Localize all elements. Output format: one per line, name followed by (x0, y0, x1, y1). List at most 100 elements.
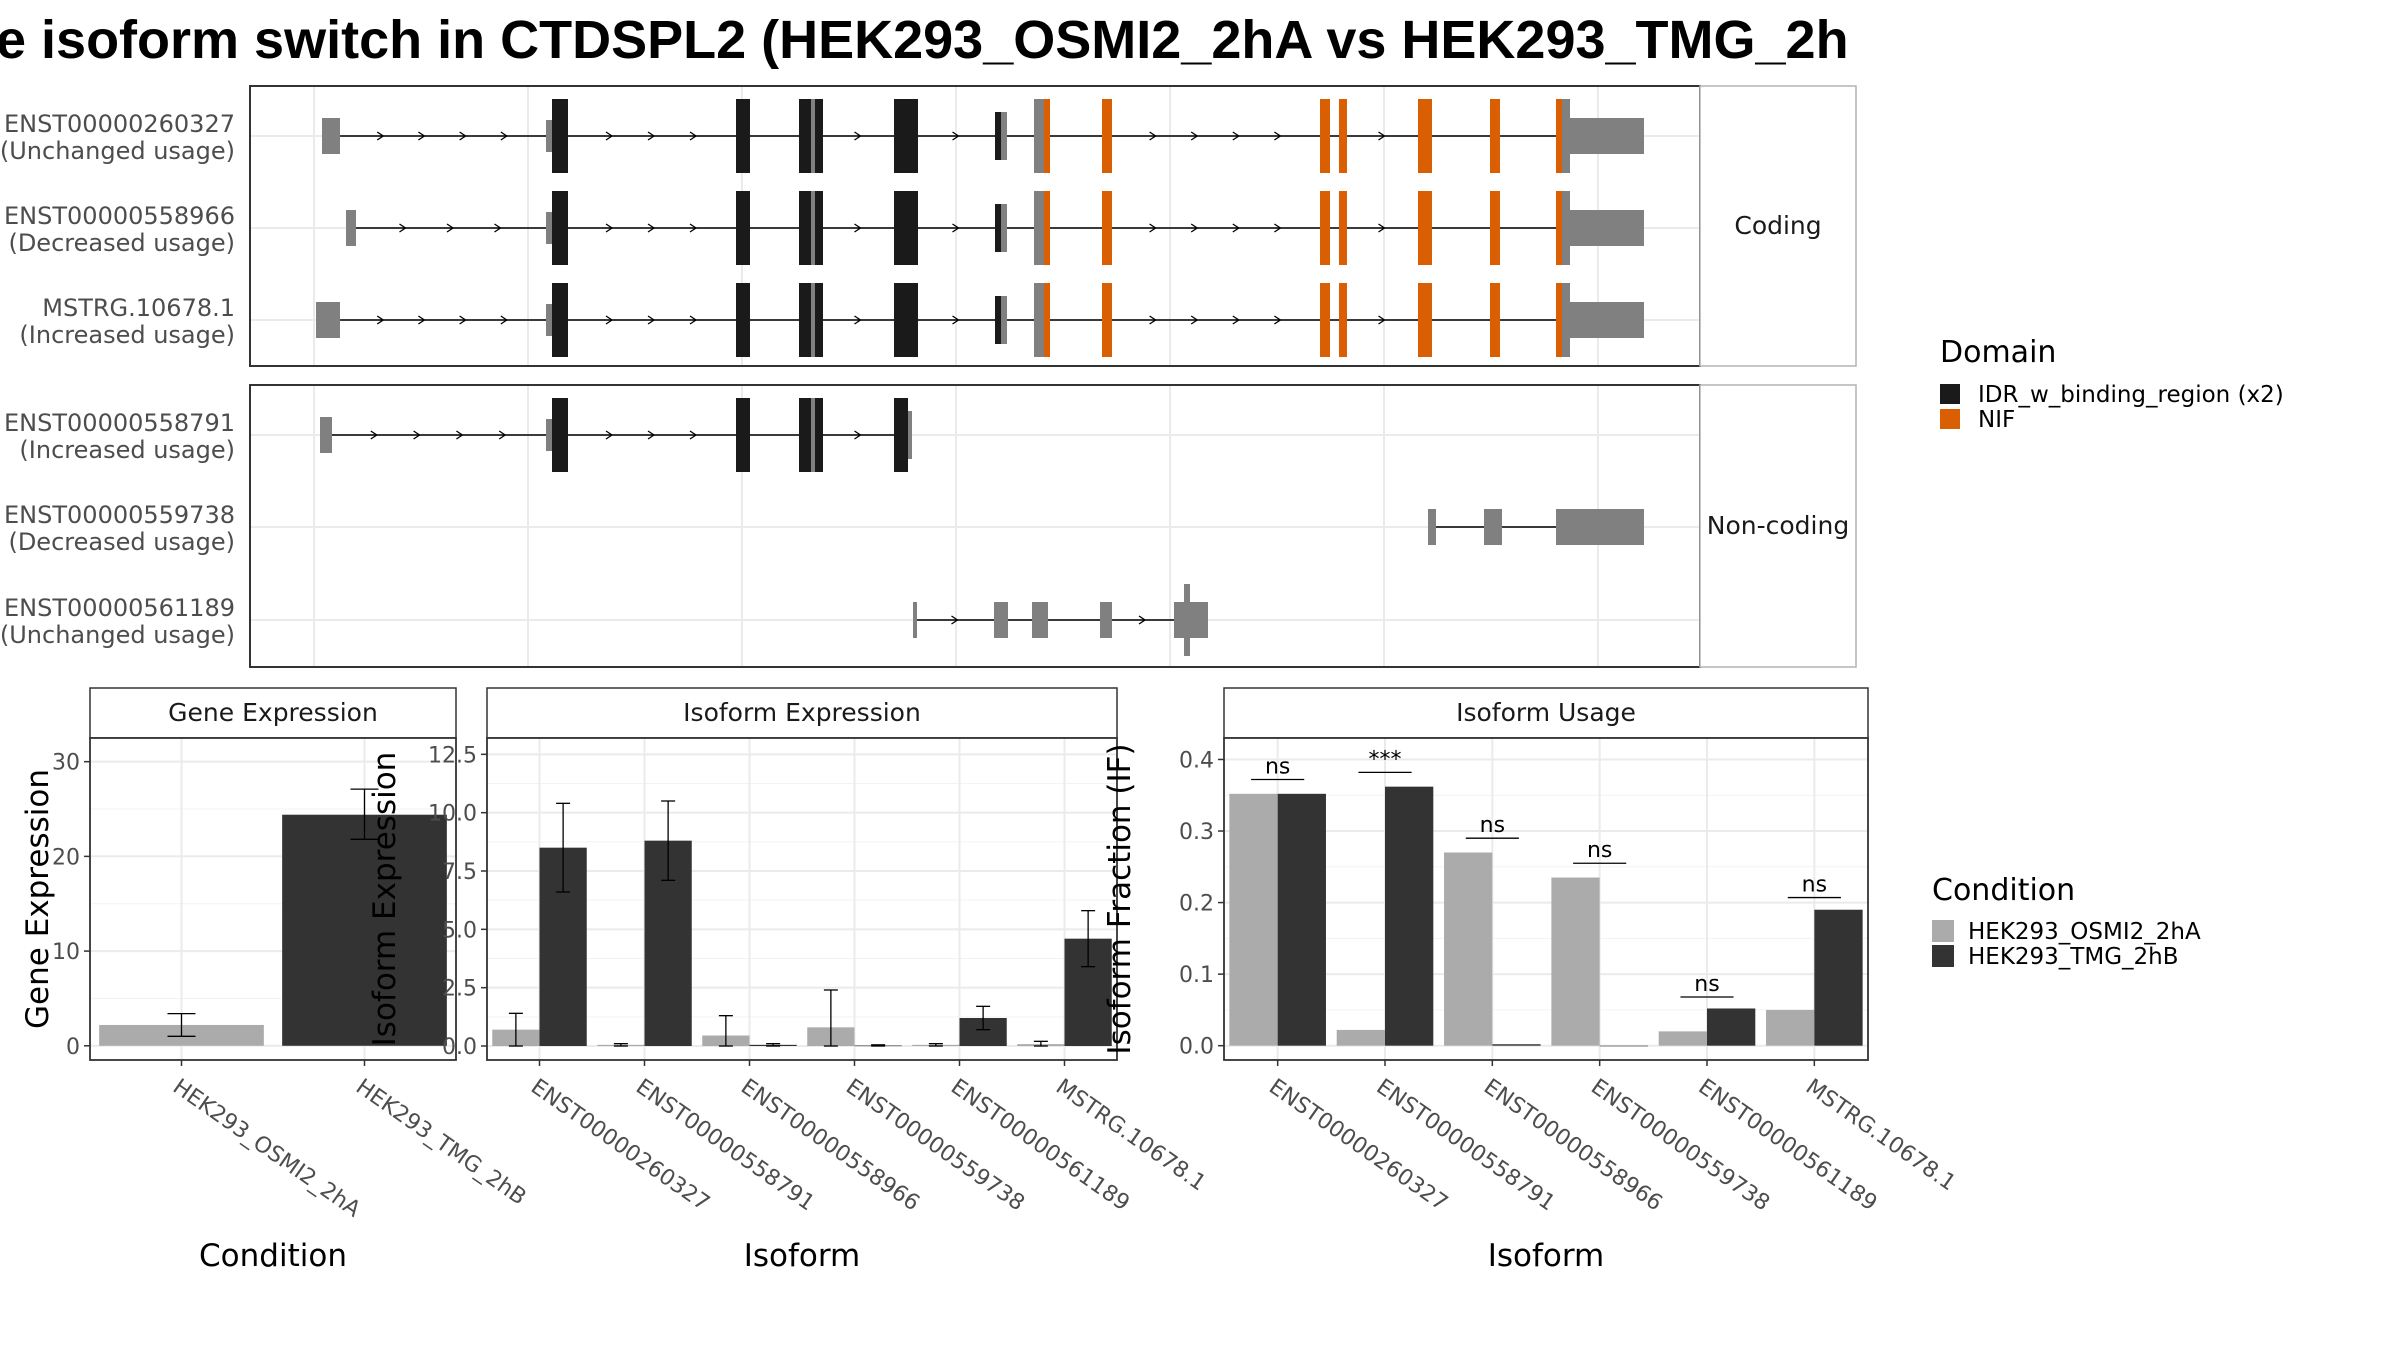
domain-legend: Domain IDR_w_binding_region (x2) NIF (1940, 335, 2284, 433)
strand-arrow (647, 131, 656, 141)
x-tick-label: ENST00000260327 (526, 1074, 714, 1216)
y-tick-label: 0.0 (442, 1035, 477, 1060)
significance-label: ns (1694, 972, 1719, 997)
exon (736, 99, 750, 173)
y-tick-label: 5.0 (442, 918, 477, 943)
x-tick-label: ENST00000561189 (946, 1074, 1134, 1216)
legend-label-idr: IDR_w_binding_region (x2) (1978, 382, 2284, 408)
exon (320, 417, 332, 453)
bar (1385, 786, 1434, 1046)
bar (282, 814, 447, 1046)
y-tick-label: 2.5 (442, 977, 477, 1002)
y-tick-label: 10.0 (428, 802, 477, 827)
strand-arrow (1138, 615, 1147, 625)
bar (1229, 793, 1278, 1046)
strand-arrow (647, 223, 656, 233)
exon (799, 398, 811, 472)
exon (1102, 283, 1112, 357)
transcript-usage-label: (Unchanged usage) (0, 137, 235, 165)
strand-arrow (376, 131, 385, 141)
bar (1658, 1031, 1707, 1046)
legend-swatch-cond1 (1932, 920, 1954, 942)
exon (995, 112, 1001, 160)
exon (815, 283, 823, 357)
strand-arrow (446, 223, 455, 233)
exon (815, 191, 823, 265)
exon (736, 398, 750, 472)
strand-arrow (854, 430, 862, 440)
structure-panel-coding: Coding (249, 85, 1857, 367)
exon (1102, 191, 1112, 265)
bar (1551, 877, 1600, 1046)
bar (1277, 793, 1326, 1046)
exon (1001, 296, 1007, 344)
exon (546, 212, 552, 244)
exon (1570, 118, 1644, 154)
transcript-id-label: ENST00000558966 (4, 202, 235, 230)
significance-label: ns (1587, 838, 1612, 863)
transcript-track (322, 99, 1644, 173)
strand-arrow (1232, 223, 1240, 233)
strand-arrow (647, 430, 656, 440)
exon (1339, 191, 1347, 265)
panel-strip (486, 687, 1118, 739)
y-tick-label: 0.1 (1179, 963, 1214, 988)
y-axis-title: Isoform Fraction (IF) (1102, 743, 1138, 1054)
x-tick-label: HEK293_TMG_2hB (351, 1074, 530, 1210)
plot-background (1224, 738, 1868, 1060)
strand-arrow (952, 315, 960, 325)
strand-arrow (1149, 131, 1157, 141)
exon (1418, 283, 1432, 357)
legend-swatch-cond2 (1932, 945, 1954, 967)
exon (552, 398, 568, 472)
transcript-track (316, 283, 1644, 357)
x-axis-title: Isoform (744, 1238, 861, 1274)
x-axis-title: Condition (199, 1238, 347, 1274)
exon (1184, 584, 1190, 656)
transcript-usage-label: (Decreased usage) (8, 229, 235, 257)
strand-arrow (605, 131, 614, 141)
exon (316, 302, 340, 338)
exon (546, 419, 552, 451)
exon (322, 118, 340, 154)
transcript-id-label: ENST00000260327 (4, 110, 235, 138)
y-tick-label: 0.3 (1179, 820, 1214, 845)
exon (1556, 99, 1562, 173)
strand-arrow (459, 131, 467, 141)
legend-label-cond2: HEK293_TMG_2hB (1968, 944, 2179, 970)
y-tick-label: 30 (52, 751, 80, 776)
bar (1707, 1008, 1756, 1046)
strand-arrow (370, 430, 378, 440)
strand-arrow (952, 223, 960, 233)
strand-arrow (500, 315, 508, 325)
exon (552, 191, 568, 265)
exon (1174, 602, 1208, 638)
strand-arrow (605, 315, 614, 325)
y-tick-label: 10 (52, 940, 80, 965)
exon (811, 398, 815, 472)
strand-arrow (1274, 131, 1282, 141)
significance-label: ns (1802, 873, 1827, 898)
x-axis-title: Isoform (1488, 1238, 1605, 1274)
exon (1044, 191, 1050, 265)
strand-arrow (1190, 223, 1199, 233)
exon (799, 283, 811, 357)
exon (1490, 283, 1500, 357)
y-tick-label: 0 (66, 1035, 80, 1060)
strand-arrow (1378, 315, 1386, 325)
exon (346, 210, 356, 246)
strand-arrow (1232, 131, 1240, 141)
exon (1320, 191, 1330, 265)
strand-arrow (689, 223, 698, 233)
exon (1320, 283, 1330, 357)
strand-arrow (605, 430, 614, 440)
bar (1599, 1045, 1648, 1047)
significance-label: *** (1369, 747, 1402, 772)
x-tick-label: ENST00000561189 (1694, 1074, 1882, 1216)
strand-arrow (1274, 315, 1282, 325)
y-axis-title: Isoform Expression (367, 752, 403, 1047)
exon (1100, 602, 1112, 638)
exon (1418, 99, 1432, 173)
bar (1766, 1009, 1815, 1046)
exon (1001, 204, 1007, 252)
